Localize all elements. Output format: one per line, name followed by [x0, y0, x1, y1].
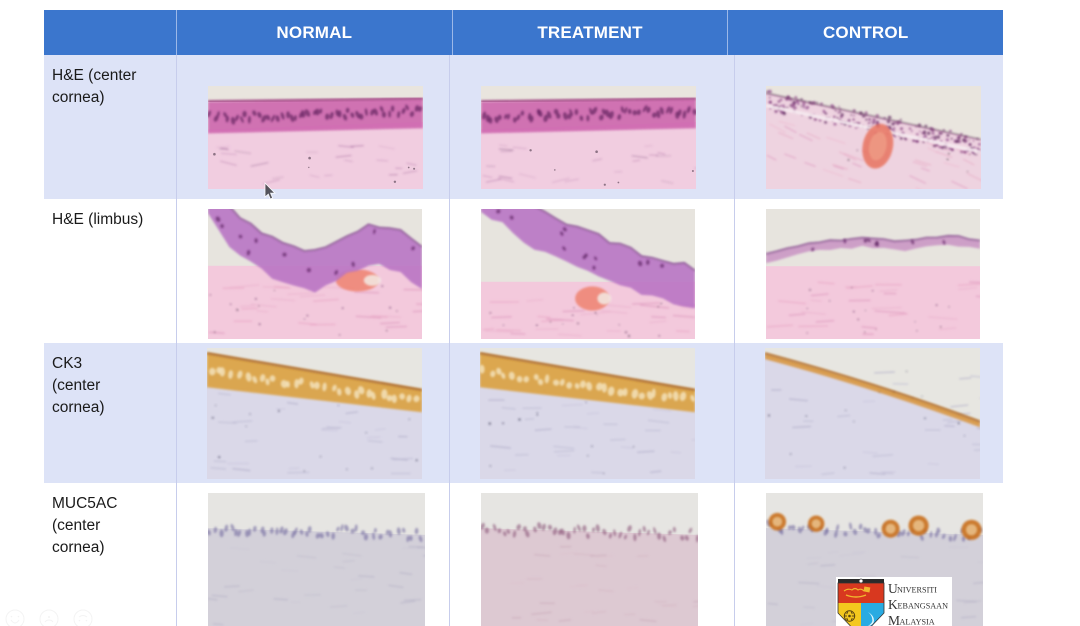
svg-text:NIVERSITI: NIVERSITI [897, 585, 937, 594]
svg-text:M: M [888, 613, 900, 626]
svg-text:EBANGSAAN: EBANGSAAN [898, 601, 949, 610]
svg-text:ALAYSIA: ALAYSIA [900, 617, 935, 626]
svg-text:K: K [888, 597, 898, 612]
